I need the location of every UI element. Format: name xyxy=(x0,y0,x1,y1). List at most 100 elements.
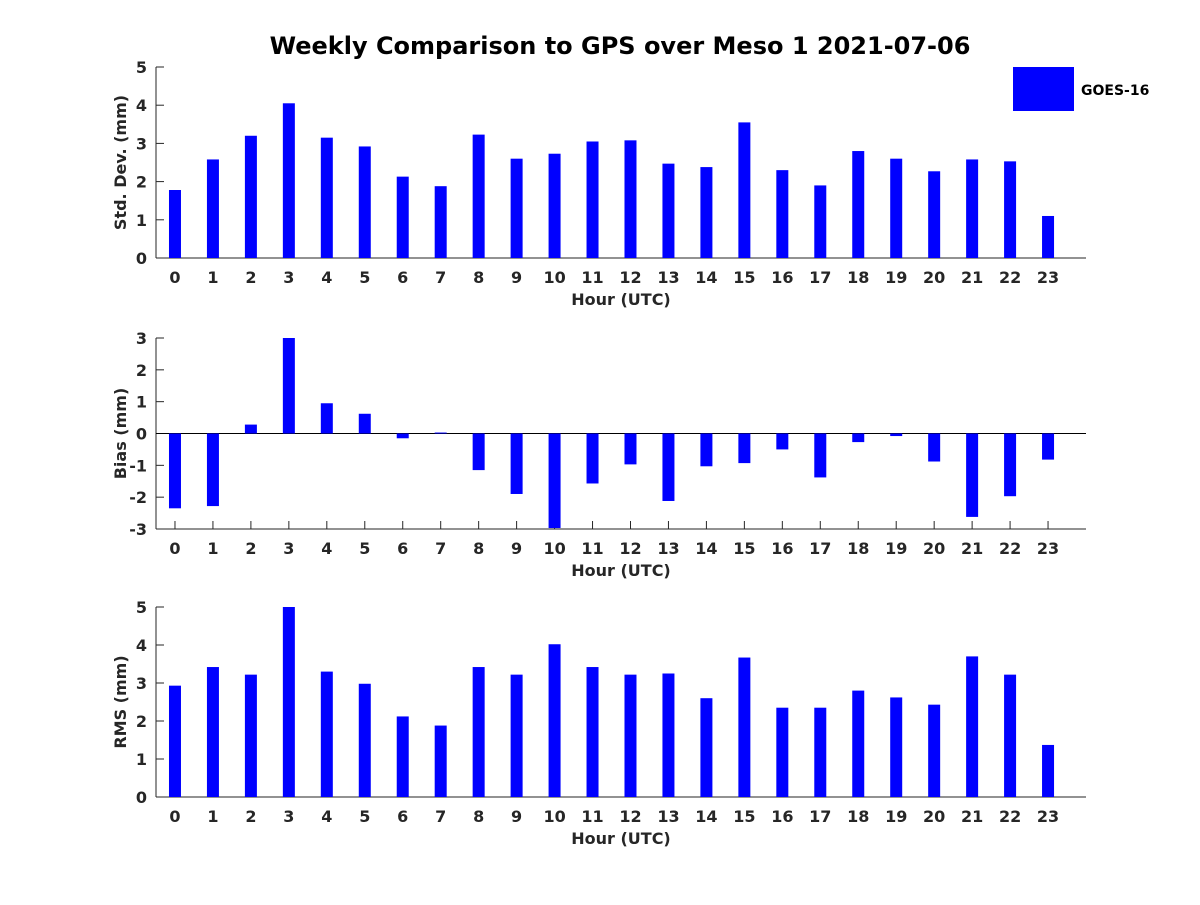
rms-bar-10 xyxy=(548,644,561,797)
std-xtick-label: 12 xyxy=(619,268,641,287)
bias-xtick-label: 1 xyxy=(207,539,218,558)
rms-xtick-label: 1 xyxy=(207,807,218,826)
rms-bar-9 xyxy=(510,674,523,797)
rms-bar-20 xyxy=(928,704,941,797)
bias-bar-1 xyxy=(206,433,219,507)
rms-bar-7 xyxy=(434,725,447,797)
std-xtick-label: 8 xyxy=(473,268,484,287)
std-ytick-label: 4 xyxy=(136,96,147,115)
bias-bar-2 xyxy=(244,424,257,434)
std-bar-21 xyxy=(966,159,979,258)
bias-ytick-label: -2 xyxy=(129,488,147,507)
bias-bar-22 xyxy=(1004,433,1017,497)
std-xtick-label: 18 xyxy=(847,268,869,287)
std-y-label: Std. Dev. (mm) xyxy=(111,95,130,230)
rms-xtick-label: 5 xyxy=(359,807,370,826)
std-bar-14 xyxy=(700,167,713,258)
rms-bar-4 xyxy=(320,671,333,797)
rms-xtick-label: 15 xyxy=(733,807,755,826)
bias-bar-21 xyxy=(966,433,979,517)
bias-xtick-label: 10 xyxy=(543,539,565,558)
rms-xtick-label: 10 xyxy=(543,807,565,826)
rms-bar-18 xyxy=(852,690,865,797)
std-xtick-label: 14 xyxy=(695,268,717,287)
bias-bar-14 xyxy=(700,433,713,467)
rms-xtick-label: 9 xyxy=(511,807,522,826)
std-bar-22 xyxy=(1004,161,1017,258)
bias-xtick-label: 8 xyxy=(473,539,484,558)
rms-ytick-label: 1 xyxy=(136,750,147,769)
bias-bar-20 xyxy=(928,433,941,462)
rms-bar-12 xyxy=(624,674,637,797)
rms-xtick-label: 4 xyxy=(321,807,332,826)
bias-xtick-label: 9 xyxy=(511,539,522,558)
rms-xtick-label: 2 xyxy=(245,807,256,826)
std-bar-20 xyxy=(928,171,941,258)
bias-y-label: Bias (mm) xyxy=(111,388,130,480)
std-xtick-label: 19 xyxy=(885,268,907,287)
rms-bar-23 xyxy=(1042,744,1055,797)
std-xtick-label: 5 xyxy=(359,268,370,287)
bias-bar-3 xyxy=(282,338,295,434)
bias-ytick-label: -3 xyxy=(129,520,147,539)
std-xtick-label: 9 xyxy=(511,268,522,287)
bias-xtick-label: 16 xyxy=(771,539,793,558)
std-ytick-label: 0 xyxy=(136,249,147,268)
bias-ytick-label: 3 xyxy=(136,329,147,348)
rms-xtick-label: 3 xyxy=(283,807,294,826)
rms-xtick-label: 16 xyxy=(771,807,793,826)
rms-ytick-label: 5 xyxy=(136,598,147,617)
std-bar-18 xyxy=(852,151,865,258)
std-bar-16 xyxy=(776,170,789,258)
bias-xtick-label: 18 xyxy=(847,539,869,558)
rms-bar-6 xyxy=(396,716,409,797)
bias-bar-19 xyxy=(890,433,903,437)
std-bar-0 xyxy=(168,190,181,258)
rms-bar-1 xyxy=(206,667,219,797)
rms-bar-8 xyxy=(472,667,485,797)
std-bar-17 xyxy=(814,185,827,258)
std-xtick-label: 20 xyxy=(923,268,945,287)
chart-title: Weekly Comparison to GPS over Meso 1 202… xyxy=(270,32,971,60)
bias-bar-10 xyxy=(548,433,561,529)
bias-ytick-label: 2 xyxy=(136,361,147,380)
rms-xtick-label: 0 xyxy=(169,807,180,826)
std-x-label: Hour (UTC) xyxy=(571,290,671,309)
std-bar-1 xyxy=(206,159,219,258)
std-xtick-label: 3 xyxy=(283,268,294,287)
bias-bar-17 xyxy=(814,433,827,478)
rms-xtick-label: 8 xyxy=(473,807,484,826)
rms-xtick-label: 11 xyxy=(581,807,603,826)
rms-xtick-label: 7 xyxy=(435,807,446,826)
std-bar-19 xyxy=(890,158,903,258)
std-bar-23 xyxy=(1042,215,1055,258)
rms-xtick-label: 22 xyxy=(999,807,1021,826)
rms-xtick-label: 23 xyxy=(1037,807,1059,826)
rms-bar-17 xyxy=(814,707,827,797)
std-xtick-label: 10 xyxy=(543,268,565,287)
bias-xtick-label: 7 xyxy=(435,539,446,558)
bias-xtick-label: 12 xyxy=(619,539,641,558)
bias-xtick-label: 23 xyxy=(1037,539,1059,558)
rms-x-label: Hour (UTC) xyxy=(571,829,671,848)
bias-xtick-label: 14 xyxy=(695,539,717,558)
bias-xtick-label: 22 xyxy=(999,539,1021,558)
bias-xtick-label: 6 xyxy=(397,539,408,558)
rms-bar-19 xyxy=(890,697,903,797)
rms-bar-2 xyxy=(244,674,257,797)
bias-bar-7 xyxy=(434,432,447,434)
bias-bar-15 xyxy=(738,433,751,464)
rms-xtick-label: 12 xyxy=(619,807,641,826)
rms-xtick-label: 18 xyxy=(847,807,869,826)
rms-y-label: RMS (mm) xyxy=(111,655,130,748)
legend-label: GOES-16 xyxy=(1081,83,1149,99)
rms-bar-3 xyxy=(282,607,295,797)
std-xtick-label: 1 xyxy=(207,268,218,287)
bias-bar-18 xyxy=(852,433,865,443)
bias-xtick-label: 15 xyxy=(733,539,755,558)
rms-bar-13 xyxy=(662,673,675,797)
bias-bar-23 xyxy=(1042,433,1055,460)
std-xtick-label: 22 xyxy=(999,268,1021,287)
bias-xtick-label: 4 xyxy=(321,539,332,558)
